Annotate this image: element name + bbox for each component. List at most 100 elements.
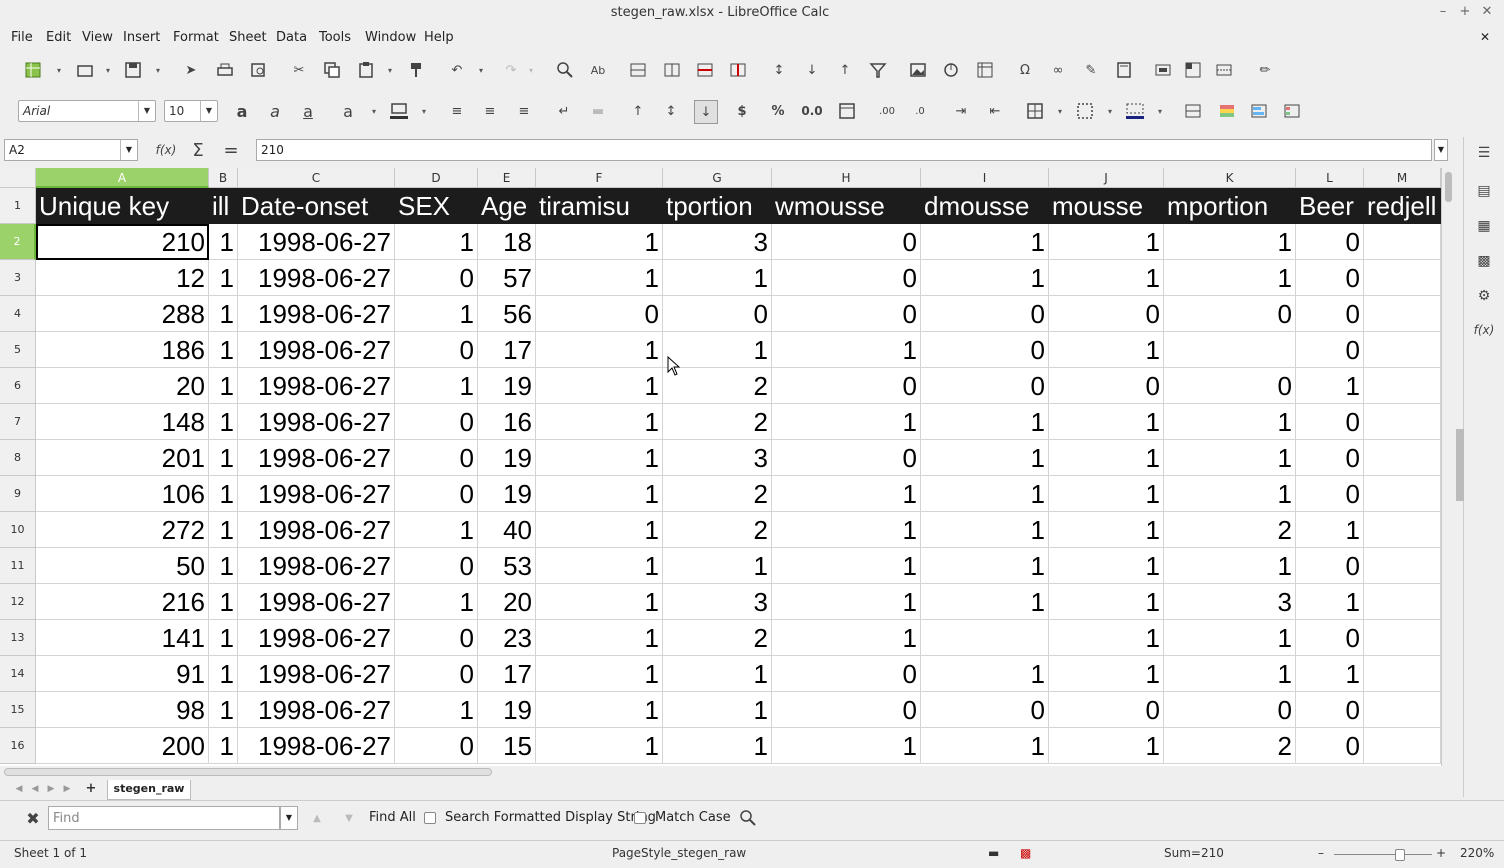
define-print-area-icon[interactable]: [1152, 59, 1174, 81]
table-cell[interactable]: 1: [663, 728, 772, 764]
properties-icon[interactable]: ▤: [1477, 183, 1491, 199]
chevron-down-icon[interactable]: ▼: [138, 101, 155, 121]
table-cell[interactable]: 1998-06-27: [238, 512, 395, 548]
close-find-toolbar-icon[interactable]: ✖: [26, 808, 40, 828]
column-icon[interactable]: [661, 59, 683, 81]
table-cell[interactable]: 0: [772, 260, 921, 296]
number-format-icon[interactable]: 0.0: [801, 104, 823, 118]
table-cell[interactable]: 50: [36, 548, 209, 584]
horizontal-scrollbar[interactable]: [4, 768, 492, 776]
table-cell[interactable]: 1: [536, 440, 663, 476]
column-header-k[interactable]: K: [1164, 168, 1296, 188]
last-sheet-icon[interactable]: ▶: [63, 784, 71, 794]
header-cell[interactable]: ill: [209, 188, 238, 224]
table-cell[interactable]: 1: [536, 512, 663, 548]
align-right-icon[interactable]: ≡: [518, 103, 530, 119]
table-cell[interactable]: 3: [663, 440, 772, 476]
undo-icon[interactable]: ↶: [451, 62, 463, 78]
table-cell[interactable]: 200: [36, 728, 209, 764]
zoom-slider-thumb[interactable]: [1395, 849, 1405, 861]
row-header-7[interactable]: 7: [0, 404, 36, 440]
navigator-icon[interactable]: ⚙: [1477, 288, 1491, 304]
table-cell[interactable]: 1: [1049, 620, 1164, 656]
table-cell[interactable]: [1364, 620, 1441, 656]
table-cell[interactable]: 148: [36, 404, 209, 440]
table-cell[interactable]: 0: [1296, 728, 1364, 764]
insert-image-icon[interactable]: [907, 59, 929, 81]
table-cell[interactable]: 1: [209, 728, 238, 764]
column-header-a[interactable]: A: [36, 168, 209, 188]
table-cell[interactable]: 1: [921, 512, 1049, 548]
table-cell[interactable]: 1: [536, 584, 663, 620]
table-cell[interactable]: 1998-06-27: [238, 296, 395, 332]
sort-ascending-icon[interactable]: ↓: [806, 62, 818, 78]
table-cell[interactable]: 3: [663, 224, 772, 260]
find-input[interactable]: Find: [48, 806, 280, 830]
table-cell[interactable]: 1: [209, 260, 238, 296]
zoom-slider[interactable]: [1334, 854, 1432, 855]
table-cell[interactable]: 0: [395, 548, 478, 584]
delete-decimal-icon[interactable]: .0: [915, 105, 925, 117]
table-cell[interactable]: 1: [772, 584, 921, 620]
row-header-16[interactable]: 16: [0, 728, 36, 764]
wrap-text-icon[interactable]: ↵: [558, 103, 570, 119]
chevron-down-icon[interactable]: ▼: [120, 140, 137, 160]
column-header-b[interactable]: B: [209, 168, 238, 188]
table-cell[interactable]: 17: [478, 332, 536, 368]
table-cell[interactable]: 1: [209, 692, 238, 728]
table-cell[interactable]: 1: [1049, 260, 1164, 296]
table-cell[interactable]: 0: [772, 656, 921, 692]
background-color-icon[interactable]: [388, 100, 410, 122]
close-window-icon[interactable]: ✕: [1481, 4, 1493, 19]
table-cell[interactable]: 1: [395, 368, 478, 404]
table-cell[interactable]: 1: [1164, 440, 1296, 476]
menu-sheet[interactable]: Sheet: [229, 30, 267, 45]
menu-data[interactable]: Data: [276, 30, 308, 45]
copy-icon[interactable]: [321, 59, 343, 81]
find-replace-icon[interactable]: [554, 59, 576, 81]
table-cell[interactable]: 1: [209, 224, 238, 260]
table-cell[interactable]: 1: [1296, 584, 1364, 620]
table-cell[interactable]: 1: [536, 728, 663, 764]
table-cell[interactable]: 0: [395, 620, 478, 656]
header-cell[interactable]: wmousse: [772, 188, 921, 224]
column-header-e[interactable]: E: [478, 168, 536, 188]
zoom-out-icon[interactable]: –: [1318, 846, 1324, 860]
table-cell[interactable]: 0: [1296, 260, 1364, 296]
open-icon[interactable]: [74, 59, 96, 81]
icon-set-icon[interactable]: [1281, 100, 1303, 122]
previous-sheet-icon[interactable]: ◀: [31, 784, 39, 794]
header-cell[interactable]: SEX: [395, 188, 478, 224]
clone-formatting-icon[interactable]: [405, 59, 427, 81]
decrease-indent-icon[interactable]: ⇤: [989, 103, 1001, 119]
header-cell[interactable]: mousse: [1049, 188, 1164, 224]
table-cell[interactable]: 0: [1296, 296, 1364, 332]
sheet-tab[interactable]: stegen_raw: [107, 780, 191, 800]
maximize-icon[interactable]: +: [1459, 4, 1471, 19]
row-header-1[interactable]: 1: [0, 188, 36, 224]
table-cell[interactable]: [921, 620, 1049, 656]
align-center-icon[interactable]: ≡: [484, 103, 496, 119]
table-cell[interactable]: 53: [478, 548, 536, 584]
table-cell[interactable]: 0: [1164, 296, 1296, 332]
bold-icon[interactable]: a: [236, 101, 248, 121]
table-cell[interactable]: 0: [1296, 476, 1364, 512]
table-cell[interactable]: 1: [1049, 584, 1164, 620]
table-cell[interactable]: [1364, 440, 1441, 476]
table-cell[interactable]: 1: [209, 656, 238, 692]
table-cell[interactable]: 1: [772, 512, 921, 548]
row-header-8[interactable]: 8: [0, 440, 36, 476]
table-cell[interactable]: 1: [395, 224, 478, 260]
table-cell[interactable]: 0: [395, 728, 478, 764]
date-format-icon[interactable]: [836, 100, 858, 122]
paste-icon[interactable]: [355, 59, 377, 81]
table-cell[interactable]: 1: [536, 656, 663, 692]
table-cell[interactable]: 1: [1296, 368, 1364, 404]
borders-icon[interactable]: [1024, 100, 1046, 122]
document-modified-icon[interactable]: ▩: [1020, 846, 1032, 860]
table-cell[interactable]: 2: [663, 476, 772, 512]
table-cell[interactable]: 1: [1049, 404, 1164, 440]
table-cell[interactable]: 1: [663, 548, 772, 584]
align-bottom-icon[interactable]: ↓: [694, 100, 718, 124]
table-cell[interactable]: 1: [1164, 656, 1296, 692]
